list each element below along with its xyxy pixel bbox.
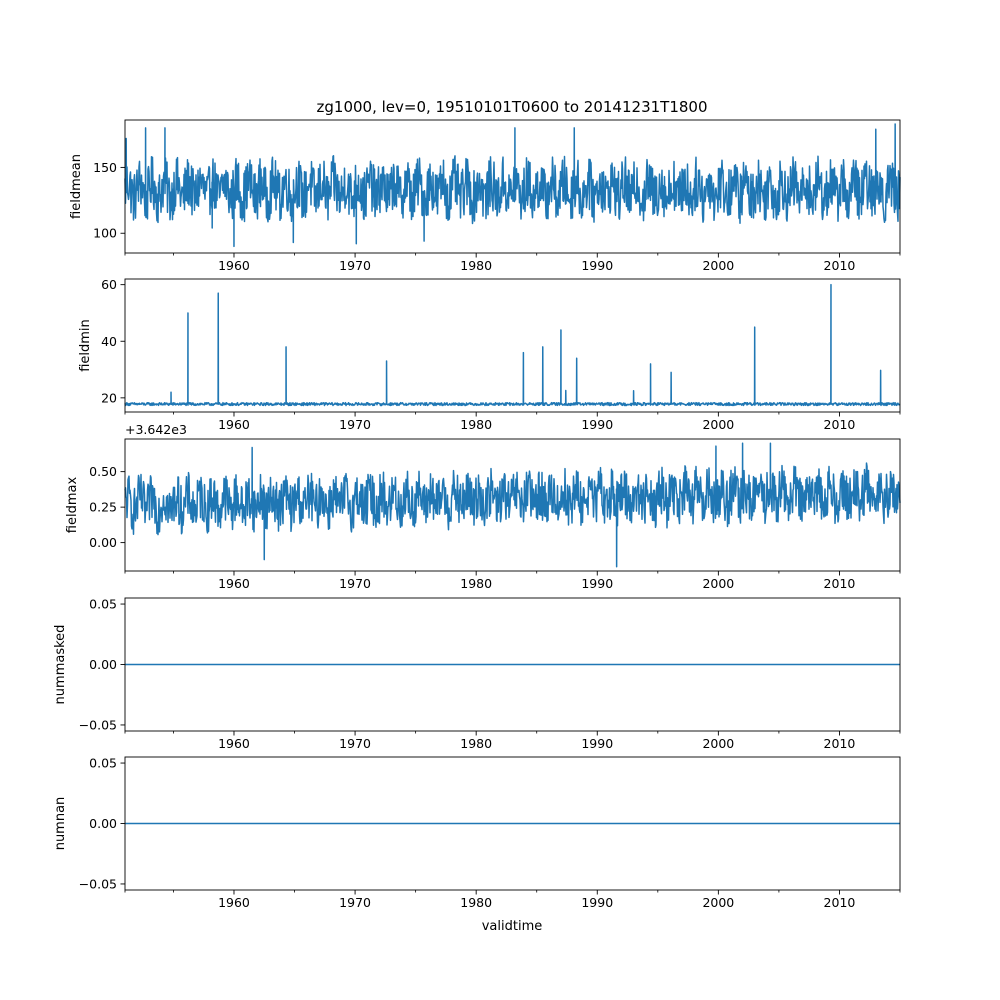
- x-tick-label-nummasked: 2010: [824, 736, 856, 751]
- y-axis-label-nummasked: nummasked: [53, 625, 68, 705]
- y-tick-label-numnan: −0.05: [79, 876, 117, 891]
- x-tick-label-nummasked: 1960: [218, 736, 250, 751]
- y-tick-label-fieldmax: 0.50: [89, 464, 117, 479]
- x-tick-label-fieldmin: 1970: [339, 417, 371, 432]
- x-tick-label-fieldmean: 2000: [702, 258, 734, 273]
- x-axis-label: validtime: [482, 919, 543, 934]
- subplot-nummasked: 1960 1970 1980 1990 2000 2010 −0.05 0.00 0.05 num…: [53, 597, 901, 751]
- x-tick-label-numnan: 2010: [824, 895, 856, 910]
- y-tick-label-fieldmin: 60: [101, 277, 117, 292]
- x-tick-label-numnan: 1960: [218, 895, 250, 910]
- x-tick-label-fieldmean: 2010: [824, 258, 856, 273]
- series-line-fieldmean: [124, 123, 901, 248]
- x-tick-label-fieldmax: 1980: [460, 576, 492, 591]
- x-tick-label-nummasked: 1970: [339, 736, 371, 751]
- x-tick-label-fieldmin: 2000: [702, 417, 734, 432]
- x-tick-label-fieldmean: 1960: [218, 258, 250, 273]
- x-tick-label-fieldmean: 1980: [460, 258, 492, 273]
- y-tick-label-numnan: 0.00: [89, 816, 117, 831]
- y-tick-label-fieldmean: 100: [93, 226, 117, 241]
- x-tick-label-fieldmax: 1960: [218, 576, 250, 591]
- x-tick-label-fieldmin: 1980: [460, 417, 492, 432]
- y-tick-label-nummasked: −0.05: [79, 717, 117, 732]
- x-tick-label-fieldmax: 2010: [824, 576, 856, 591]
- subplots: 1960 1970 1980 1990 2000 2010100150fieldmean1…: [53, 119, 901, 910]
- x-tick-label-numnan: 2000: [702, 895, 734, 910]
- x-tick-label-nummasked: 1990: [581, 736, 613, 751]
- subplot-fieldmax: 1960 1970 1980 1990 2000 2010 0.00 0.25 0.50 fiel…: [65, 422, 901, 591]
- x-tick-label-fieldmin: 1990: [581, 417, 613, 432]
- y-tick-label-fieldmean: 150: [93, 160, 117, 175]
- y-tick-label-nummasked: 0.00: [89, 657, 117, 672]
- subplot-fieldmean: 1960 1970 1980 1990 2000 2010 100 150 fieldmean: [69, 119, 901, 273]
- y-axis-label-fieldmax: fieldmax: [65, 477, 80, 534]
- subplot-fieldmin: 1960 1970 1980 1990 2000 2010 20 40 60 fieldmin: [78, 277, 901, 432]
- x-tick-label-nummasked: 1980: [460, 736, 492, 751]
- y-tick-label-fieldmin: 20: [101, 390, 117, 405]
- axes-frame-fieldmin: [124, 278, 901, 413]
- axes-frame-fieldmax: [124, 438, 901, 572]
- y-axis-label-numnan: numnan: [53, 797, 68, 851]
- y-tick-label-fieldmax: 0.25: [89, 500, 117, 515]
- x-tick-label-fieldmean: 1990: [581, 258, 613, 273]
- x-tick-label-fieldmin: 1960: [218, 417, 250, 432]
- x-tick-label-nummasked: 2000: [702, 736, 734, 751]
- x-tick-label-fieldmax: 2000: [702, 576, 734, 591]
- x-tick-label-fieldmax: 1970: [339, 576, 371, 591]
- subplot-numnan: 1960 1970 1980 1990 2000 2010 −0.05 0.00 0.05 num…: [53, 756, 901, 910]
- y-axis-label-fieldmin: fieldmin: [78, 319, 93, 372]
- axes-frame-fieldmean: [124, 119, 901, 254]
- y-tick-label-fieldmax: 0.00: [89, 535, 117, 550]
- y-tick-label-numnan: 0.05: [89, 756, 117, 771]
- x-tick-label-numnan: 1980: [460, 895, 492, 910]
- series-line-fieldmax: [124, 442, 901, 568]
- x-tick-label-fieldmin: 2010: [824, 417, 856, 432]
- y-tick-label-fieldmin: 40: [101, 334, 117, 349]
- series-line-fieldmin: [124, 283, 901, 407]
- y-axis-label-fieldmean: fieldmean: [69, 154, 84, 219]
- y-tick-label-nummasked: 0.05: [89, 597, 117, 612]
- x-tick-label-numnan: 1970: [339, 895, 371, 910]
- x-tick-label-fieldmax: 1990: [581, 576, 613, 591]
- x-tick-label-fieldmean: 1970: [339, 258, 371, 273]
- chart-title: zg1000, lev=0, 19510101T0600 to 20141231…: [317, 98, 708, 116]
- x-tick-label-numnan: 1990: [581, 895, 613, 910]
- y-offset-label-fieldmax: +3.642e3: [125, 422, 187, 437]
